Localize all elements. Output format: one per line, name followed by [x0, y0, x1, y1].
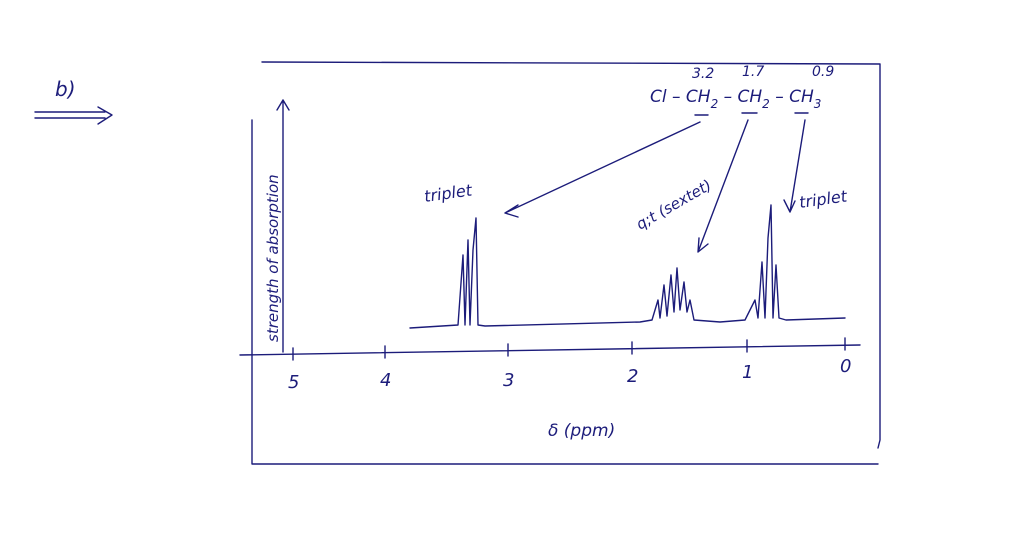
y-axis [276, 99, 290, 353]
x-tick-label: 2 [627, 366, 638, 387]
x-axis [239, 344, 861, 356]
tick-marks [292, 337, 846, 361]
question-label: b) [55, 77, 76, 101]
arrow [504, 121, 701, 218]
frame [251, 61, 881, 465]
shift-label: 1.7 [742, 64, 764, 80]
formula-sub: 2 [762, 97, 770, 111]
spectrum [409, 204, 846, 329]
arrow [697, 119, 749, 253]
x-tick-label: 1 [742, 362, 753, 383]
formula-sub: 2 [711, 97, 719, 111]
shift-label: 3.2 [692, 66, 714, 82]
formula-part: – CH [770, 87, 814, 107]
arrow [783, 119, 806, 213]
double-arrow [34, 106, 113, 125]
y-axis-label: strength of absorption [264, 174, 282, 342]
x-tick-label: 4 [380, 370, 391, 391]
x-axis-label: δ (ppm) [548, 421, 615, 441]
shift-label: 0.9 [812, 64, 834, 80]
formula-sub: 3 [814, 97, 822, 111]
formula-part: – CH [718, 87, 762, 107]
formula-part: Cl – CH [650, 87, 711, 107]
underlines [694, 112, 809, 116]
x-tick-label: 3 [503, 370, 514, 391]
x-tick-label: 0 [840, 356, 851, 377]
formula: Cl – CH2 – CH2 – CH3 [650, 87, 821, 111]
x-tick-label: 5 [288, 372, 299, 393]
